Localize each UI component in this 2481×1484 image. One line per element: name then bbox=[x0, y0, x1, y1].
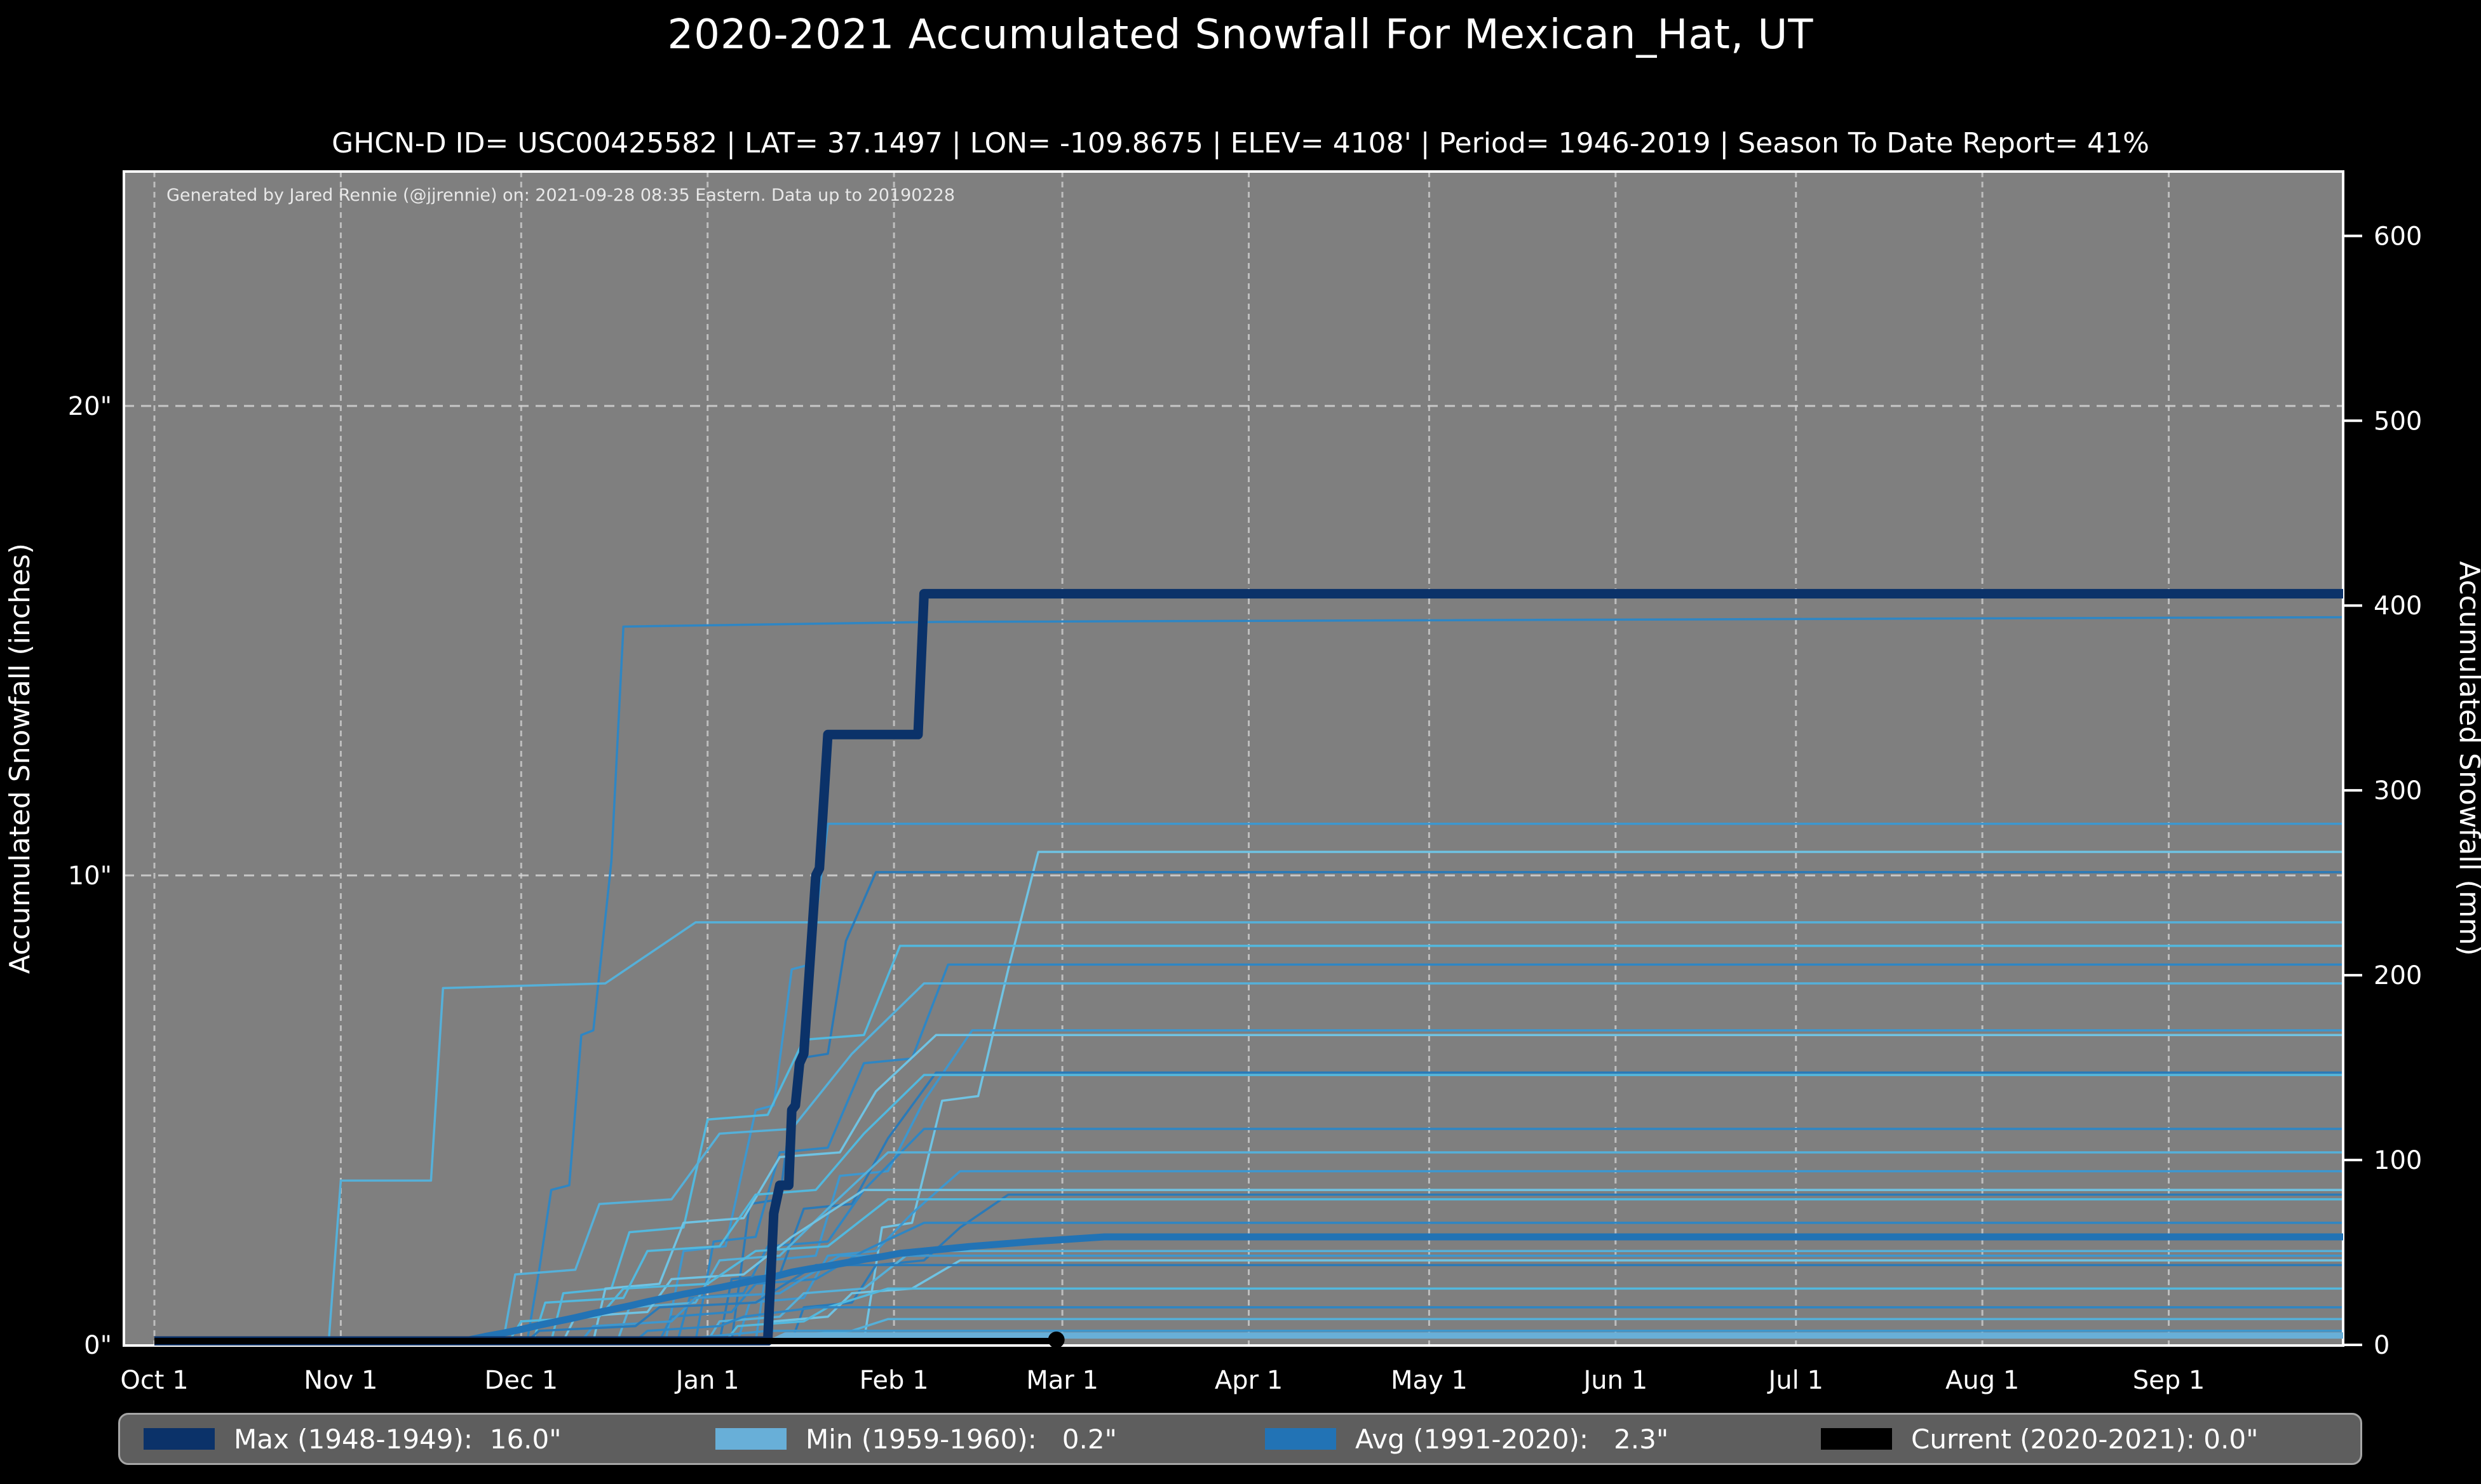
y-right-tick-label: 400 bbox=[2374, 591, 2422, 621]
legend-item-max: Max (1948-1949): 16.0" bbox=[144, 1415, 562, 1463]
x-tick-label: Jun 1 bbox=[1581, 1366, 1647, 1395]
legend-label-min: Min (1959-1960): 0.2" bbox=[806, 1423, 1117, 1455]
season-line bbox=[550, 945, 2343, 1342]
season-line bbox=[592, 1034, 2343, 1342]
y-right-tick-label: 500 bbox=[2374, 407, 2422, 436]
y-left-tick-label: 0" bbox=[84, 1331, 112, 1360]
chart-title: 2020-2021 Accumulated Snowfall For Mexic… bbox=[667, 11, 1814, 58]
legend-item-min: Min (1959-1960): 0.2" bbox=[715, 1415, 1117, 1463]
plot-area bbox=[124, 172, 2343, 1346]
attribution-note: Generated by Jared Rennie (@jjrennie) on… bbox=[166, 186, 956, 205]
x-tick-label: May 1 bbox=[1391, 1366, 1468, 1395]
x-tick-label: Jan 1 bbox=[674, 1366, 740, 1395]
legend-item-avg: Avg (1991-2020): 2.3" bbox=[1265, 1415, 1668, 1463]
season-line bbox=[580, 1254, 2343, 1342]
y-right-tick-label: 200 bbox=[2374, 961, 2422, 990]
y-right-tick-label: 100 bbox=[2374, 1146, 2422, 1175]
season-line bbox=[502, 982, 2343, 1342]
season-line bbox=[761, 1259, 2343, 1342]
x-tick-label: Dec 1 bbox=[485, 1366, 558, 1395]
season-line bbox=[327, 921, 2343, 1342]
y-left-tick-label: 20" bbox=[68, 392, 112, 421]
season-line bbox=[526, 616, 2343, 1342]
season-line bbox=[635, 1306, 2343, 1342]
season-line bbox=[658, 1222, 2343, 1342]
y-left-axis-title: Accumulated Snowfall (inches) bbox=[4, 543, 36, 974]
x-tick-label: Sep 1 bbox=[2133, 1366, 2205, 1395]
legend-swatch-min bbox=[715, 1428, 787, 1450]
legend-swatch-max bbox=[144, 1428, 215, 1450]
legend-label-current: Current (2020-2021): 0.0" bbox=[1911, 1423, 2259, 1455]
y-right-axis-title: Accumulated Snowfall (mm) bbox=[2453, 561, 2481, 955]
x-tick-label: Nov 1 bbox=[304, 1366, 377, 1395]
season-line bbox=[730, 871, 2343, 1342]
y-right-tick-label: 600 bbox=[2374, 222, 2422, 251]
legend-label-max: Max (1948-1949): 16.0" bbox=[234, 1423, 562, 1455]
y-left-tick-label: 10" bbox=[68, 861, 112, 891]
legend-swatch-current bbox=[1821, 1428, 1892, 1450]
legend: Max (1948-1949): 16.0" Min (1959-1960): … bbox=[118, 1413, 2362, 1465]
season-line bbox=[724, 1287, 2343, 1342]
x-tick-label: Oct 1 bbox=[120, 1366, 188, 1395]
plot-border bbox=[123, 170, 2344, 1347]
series-avg bbox=[154, 1233, 2343, 1345]
legend-label-avg: Avg (1991-2020): 2.3" bbox=[1355, 1423, 1669, 1455]
y-right-tick-label: 0 bbox=[2374, 1331, 2390, 1360]
x-tick-label: Aug 1 bbox=[1945, 1366, 2019, 1395]
season-line bbox=[718, 1071, 2343, 1342]
x-tick-label: Mar 1 bbox=[1026, 1366, 1099, 1395]
x-tick-label: Feb 1 bbox=[860, 1366, 929, 1395]
season-line bbox=[508, 1198, 2343, 1342]
season-line bbox=[532, 1074, 2343, 1342]
season-line bbox=[694, 963, 2343, 1342]
x-tick-label: Jul 1 bbox=[1767, 1366, 1823, 1395]
y-right-tick-label: 300 bbox=[2374, 776, 2422, 806]
legend-item-current: Current (2020-2021): 0.0" bbox=[1821, 1415, 2258, 1463]
x-tick-label: Apr 1 bbox=[1215, 1366, 1283, 1395]
series-max bbox=[154, 589, 2343, 1346]
current-end-marker bbox=[1048, 1332, 1065, 1348]
legend-swatch-avg bbox=[1265, 1428, 1336, 1450]
chart-subtitle: GHCN-D ID= USC00425582 | LAT= 37.1497 | … bbox=[332, 127, 2149, 159]
